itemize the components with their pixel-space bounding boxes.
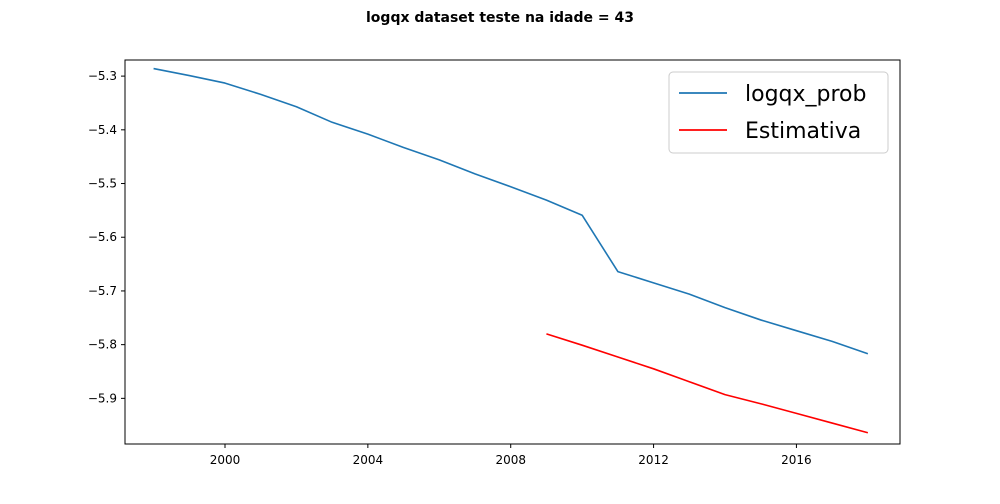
legend-label: logqx_prob xyxy=(745,82,866,107)
y-axis: −5.3 −5.4 −5.5 −5.6 −5.7 −5.8 −5.9 xyxy=(88,69,125,405)
y-tick-label: −5.8 xyxy=(88,338,117,352)
plot-area xyxy=(124,59,901,445)
x-tick-label: 2012 xyxy=(638,453,669,467)
y-tick-label: −5.5 xyxy=(88,177,117,191)
legend: logqx_prob Estimativa xyxy=(668,71,889,154)
y-tick-label: −5.3 xyxy=(88,69,117,83)
legend-label: Estimativa xyxy=(745,119,861,144)
y-tick-label: −5.7 xyxy=(88,284,117,298)
y-tick-label: −5.6 xyxy=(88,230,117,244)
y-tick-label: −5.9 xyxy=(88,391,117,405)
x-tick-label: 2004 xyxy=(353,453,384,467)
series-layer xyxy=(153,67,869,434)
chart-title: logqx dataset teste na idade = 43 xyxy=(366,10,634,26)
x-tick-label: 2008 xyxy=(495,453,526,467)
x-tick-label: 2000 xyxy=(210,453,241,467)
x-axis: 2000 2004 2008 2012 2016 xyxy=(210,444,812,467)
y-tick-label: −5.4 xyxy=(88,123,117,137)
series-line-estimativa xyxy=(546,333,869,434)
x-tick-label: 2016 xyxy=(781,453,812,467)
series-line-logqx-prob xyxy=(153,67,869,355)
